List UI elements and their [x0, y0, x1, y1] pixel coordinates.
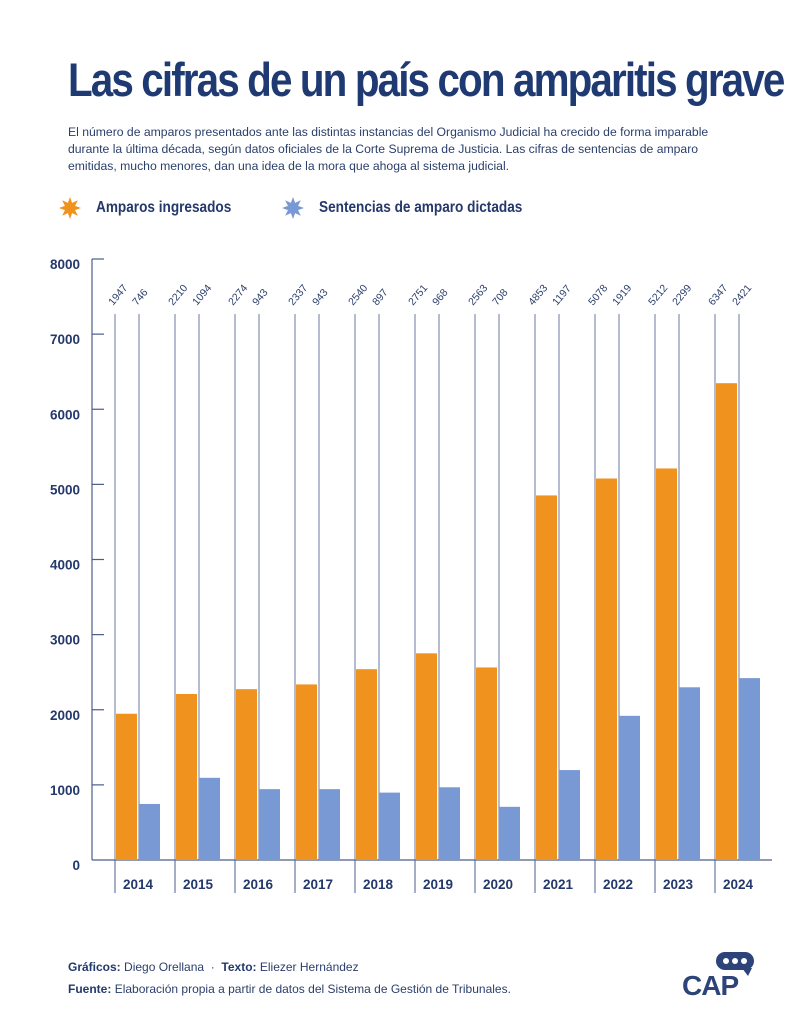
bar-sentencias [679, 687, 700, 860]
y-tick-label: 4000 [50, 558, 80, 573]
bar-amparos [476, 667, 497, 860]
y-tick-label: 3000 [50, 633, 80, 648]
bar-amparos [596, 478, 617, 860]
x-tick-label: 2024 [723, 877, 754, 892]
y-tick-label: 2000 [50, 708, 80, 723]
data-label: 6347 [706, 282, 730, 308]
footer: Gráficos: Diego Orellana · Texto: Elieze… [68, 956, 511, 1000]
data-label: 1094 [190, 282, 214, 308]
bar-sentencias [559, 770, 580, 860]
data-label: 968 [430, 287, 451, 308]
graphics-label: Gráficos: [68, 960, 121, 974]
x-tick-label: 2016 [243, 877, 274, 892]
bar-sentencias [319, 789, 340, 860]
bar-amparos [176, 693, 197, 860]
data-label: 2337 [286, 282, 310, 308]
bar-sentencias [259, 789, 280, 860]
cap-logo: CAP [682, 952, 754, 998]
speech-bubble-icon [716, 952, 754, 976]
logo-text: CAP [682, 970, 738, 998]
legend-item-amparos: Amparos ingresados [58, 196, 255, 220]
data-label: 2210 [166, 282, 190, 308]
text-label: Texto: [221, 960, 257, 974]
source-text: Elaboración propia a partir de datos del… [114, 982, 511, 996]
bar-amparos [296, 684, 317, 860]
data-label: 708 [490, 287, 511, 308]
x-tick-label: 2021 [543, 877, 574, 892]
page-title: Las cifras de un país con amparitis grav… [68, 53, 785, 106]
data-label: 897 [370, 287, 391, 308]
bar-amparos [716, 383, 737, 860]
data-label: 5212 [646, 282, 670, 308]
bar-amparos [356, 669, 377, 860]
data-label: 1947 [106, 282, 130, 308]
x-tick-label: 2023 [663, 877, 694, 892]
data-label: 2540 [346, 282, 370, 308]
credits-line: Gráficos: Diego Orellana · Texto: Elieze… [68, 956, 511, 978]
source-line: Fuente: Elaboración propia a partir de d… [68, 978, 511, 1000]
data-label: 5078 [586, 282, 610, 308]
bar-amparos [416, 653, 437, 860]
bar-amparos [656, 468, 677, 860]
data-label: 943 [250, 287, 271, 308]
separator: · [210, 960, 215, 974]
data-label: 4853 [526, 282, 550, 308]
bar-sentencias [739, 678, 760, 860]
graphics-author: Diego Orellana [124, 960, 205, 974]
data-label: 2421 [730, 282, 754, 308]
data-label: 2563 [466, 282, 490, 308]
x-tick-label: 2018 [363, 877, 394, 892]
bar-sentencias [619, 715, 640, 860]
text-author: Eliezer Hernández [259, 960, 359, 974]
y-tick-label: 8000 [50, 257, 80, 272]
x-tick-label: 2022 [603, 877, 633, 892]
x-tick-label: 2020 [483, 877, 513, 892]
legend-label: Sentencias de amparo dictadas [319, 199, 523, 216]
bar-amparos [236, 689, 257, 860]
y-tick-label: 0 [72, 858, 80, 873]
data-label: 2751 [406, 282, 430, 308]
star-burst-icon [59, 197, 81, 219]
legend-label: Amparos ingresados [96, 199, 232, 216]
data-label: 2299 [670, 282, 694, 308]
star-burst-icon [282, 197, 305, 219]
bar-amparos [116, 713, 137, 860]
x-tick-label: 2019 [423, 877, 453, 892]
data-label: 1919 [610, 282, 634, 308]
bar-sentencias [139, 803, 160, 860]
bar-sentencias [439, 787, 460, 860]
bar-sentencias [379, 792, 400, 860]
x-tick-label: 2017 [303, 877, 333, 892]
data-label: 746 [130, 287, 151, 308]
bar-amparos [536, 495, 557, 860]
y-tick-label: 1000 [50, 783, 80, 798]
x-tick-label: 2014 [123, 877, 154, 892]
legend: Amparos ingresados Sentencias de amparo … [58, 196, 584, 220]
y-tick-label: 7000 [50, 332, 80, 347]
y-tick-label: 5000 [50, 482, 80, 497]
x-tick-label: 2015 [183, 877, 214, 892]
legend-item-sentencias: Sentencias de amparo dictadas [281, 196, 558, 220]
bar-sentencias [199, 777, 220, 860]
bar-chart: 0 1000 2000 3000 4000 5000 6000 7000 8000 2014 194… [50, 257, 772, 893]
data-label: 943 [310, 287, 331, 308]
data-label: 2274 [226, 282, 250, 308]
bar-sentencias [499, 806, 520, 860]
subtitle: El número de amparos presentados ante la… [68, 125, 709, 173]
source-label: Fuente: [68, 982, 112, 996]
y-tick-label: 6000 [50, 407, 80, 422]
data-label: 1197 [550, 283, 574, 308]
